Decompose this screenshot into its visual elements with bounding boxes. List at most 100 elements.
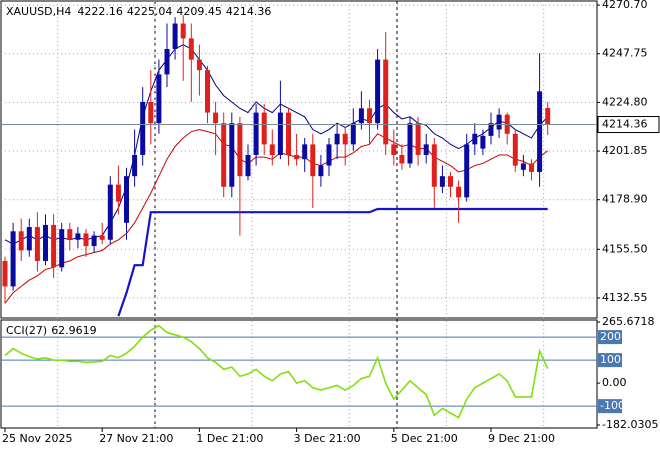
candle-body	[83, 233, 89, 247]
candle-body	[99, 235, 105, 240]
price-marks	[2, 15, 551, 317]
y-tick-label: -182.0305	[602, 418, 658, 431]
candle-body	[358, 108, 364, 124]
x-tick-label: 27 Nov 21:00	[99, 432, 173, 445]
candle-body	[67, 229, 73, 240]
candle-body	[350, 123, 356, 145]
candle-body	[261, 112, 267, 145]
candle-body	[456, 186, 462, 198]
candle-body	[140, 101, 146, 155]
candle-body	[75, 233, 81, 240]
y-tick-label: 4178.90	[602, 193, 648, 206]
candle-body	[310, 144, 316, 177]
candle-body	[464, 144, 470, 198]
candle-body	[294, 154, 300, 160]
y-tick-label: 0.00	[602, 376, 627, 389]
candle-body	[342, 133, 348, 145]
y-tick-label: 4270.70	[602, 0, 648, 11]
marks	[1, 15, 597, 419]
candle-body	[423, 144, 429, 155]
y-tick-label: 4132.55	[602, 291, 648, 304]
candle-body	[431, 144, 437, 187]
candle-body	[245, 154, 251, 177]
y-tick-label: 4224.80	[602, 95, 648, 108]
candle-body	[537, 91, 543, 172]
candle-body	[391, 144, 397, 155]
candle-body	[221, 123, 227, 187]
candle-body	[269, 144, 275, 155]
candle-body	[205, 70, 210, 113]
candle-body	[472, 133, 478, 145]
bid-label: 4214.36	[602, 118, 648, 131]
line	[4, 324, 549, 419]
candle-body	[415, 123, 421, 155]
y-tick-label: 265.6718	[602, 315, 655, 328]
candle-body	[10, 231, 16, 287]
x-tick-label: 1 Dec 21:00	[196, 432, 263, 445]
candle-body	[156, 74, 162, 124]
candle-body	[318, 165, 324, 177]
candle-body	[180, 23, 186, 39]
candle-body	[59, 229, 65, 268]
candle-body	[115, 184, 121, 202]
level-label: -100	[600, 399, 625, 412]
y-tick-label: 4247.75	[602, 47, 648, 60]
x-tick-label: 25 Nov 2025	[2, 432, 72, 445]
y-tick-label: 4201.85	[602, 144, 648, 157]
x-tick-label: 9 Dec 21:00	[488, 432, 555, 445]
candle-body	[188, 38, 194, 60]
cci-header: CCI(27) 62.9619	[6, 324, 97, 337]
candle-body	[326, 144, 332, 166]
candle-body	[51, 224, 57, 268]
candle-body	[172, 23, 178, 49]
candle-body	[18, 231, 24, 251]
symbol: XAUUSD,H4	[6, 5, 71, 18]
bid-box	[597, 116, 660, 134]
candle-body	[334, 133, 340, 145]
candle-body	[124, 176, 129, 223]
candle-body	[164, 48, 170, 75]
high: 4225.04	[127, 5, 173, 18]
line	[4, 129, 549, 304]
level-box	[598, 353, 622, 368]
x-tick-label: 5 Dec 21:00	[391, 432, 458, 445]
candle-body	[277, 112, 283, 155]
price-panel	[0, 0, 598, 319]
chart-header: XAUUSD,H4 4222.16 4225.04 4209.45 4214.36	[6, 5, 271, 18]
candle-body	[488, 123, 494, 136]
low: 4209.45	[176, 5, 222, 18]
candle-body	[2, 260, 8, 287]
grid	[1, 1, 597, 428]
candle-body	[253, 112, 259, 155]
candle-body	[480, 135, 486, 149]
candle-body	[375, 59, 381, 124]
y-tick-label: 4155.50	[602, 242, 648, 255]
candle-body	[545, 107, 551, 125]
candle-body	[367, 108, 372, 124]
level-label: 200	[600, 330, 621, 343]
candle-body	[91, 235, 97, 247]
candle-body	[383, 59, 389, 145]
candle-body	[196, 59, 202, 71]
line	[117, 207, 548, 317]
open: 4222.16	[77, 5, 123, 18]
candle-body	[237, 123, 243, 177]
close: 4214.36	[226, 5, 272, 18]
candle-body	[407, 123, 413, 164]
candle-body	[520, 163, 526, 170]
candle-body	[229, 123, 235, 187]
x-tick-label: 3 Dec 21:00	[294, 432, 361, 445]
candle-body	[439, 176, 445, 187]
level-box	[598, 330, 622, 345]
candle-body	[213, 112, 219, 124]
candle-body	[148, 101, 154, 124]
level-box	[598, 399, 622, 414]
candle-body	[302, 144, 308, 160]
candle-body	[512, 133, 518, 166]
candle-body	[496, 114, 502, 130]
candle-body	[34, 227, 40, 261]
candle-body	[529, 163, 534, 172]
level-label: 100	[600, 353, 621, 366]
